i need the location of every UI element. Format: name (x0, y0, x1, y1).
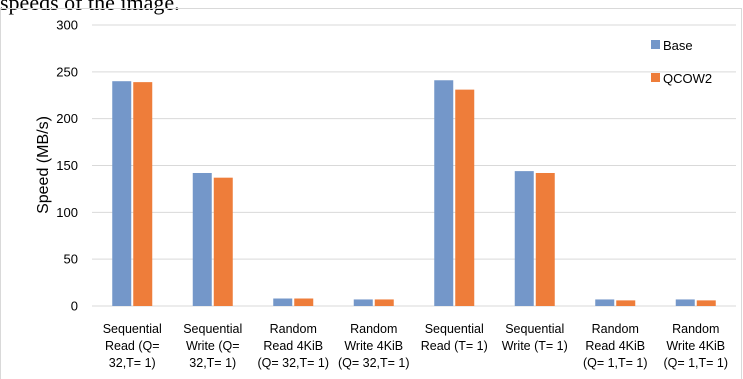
category-labels: Sequential Read (Q= 32,T= 1) Sequential Writ… (103, 322, 728, 370)
legend-label-base: Base (663, 38, 693, 53)
bar-base-6 (595, 299, 615, 306)
chart-frame (0, 8, 742, 379)
y-tick-labels: 0 50 100 150 200 250 300 (56, 18, 78, 314)
y-tick-label: 250 (56, 64, 78, 79)
gridlines (92, 24, 736, 307)
bar-base-1 (192, 172, 212, 306)
bar-qcow2-3 (374, 299, 394, 306)
bar-qcow2-6 (616, 300, 636, 306)
bar-base-7 (675, 299, 695, 306)
y-tick-label: 300 (56, 18, 78, 33)
category-label: Sequential Write (Q= 32,T= 1) (183, 322, 242, 370)
y-tick-label: 0 (71, 299, 78, 314)
category-label: Random Read 4KiB (Q= 1,T= 1) (583, 322, 648, 370)
category-label: Random Read 4KiB (Q= 32,T= 1) (257, 322, 329, 370)
bar-qcow2-2 (294, 298, 314, 306)
y-tick-label: 100 (56, 205, 78, 220)
header-text: speeds of the image. (0, 0, 180, 15)
bar-base-3 (353, 299, 373, 306)
bars (112, 80, 716, 307)
category-label: Sequential Read (Q= 32,T= 1) (103, 322, 162, 370)
legend: Base QCOW2 (651, 38, 712, 86)
category-label: Random Write 4KiB (Q= 32,T= 1) (338, 322, 410, 370)
category-label: Random Write 4KiB (Q= 1,T= 1) (663, 322, 728, 370)
y-axis-label: Speed (MB/s) (35, 116, 52, 214)
bar-qcow2-0 (133, 82, 153, 307)
bar-qcow2-4 (455, 89, 475, 306)
bar-qcow2-7 (696, 300, 716, 306)
y-tick-label: 200 (56, 111, 78, 126)
bar-base-4 (434, 80, 454, 306)
bar-qcow2-5 (535, 172, 555, 306)
legend-swatch-qcow2 (651, 73, 660, 82)
legend-label-qcow2: QCOW2 (663, 71, 712, 86)
legend-swatch-base (651, 40, 660, 49)
bar-base-2 (273, 298, 293, 306)
y-tick-label: 150 (56, 158, 78, 173)
bar-base-0 (112, 81, 132, 306)
bar-base-5 (514, 171, 534, 306)
bar-qcow2-1 (213, 177, 233, 306)
category-label: Sequential Read (T= 1) (421, 322, 488, 353)
category-label: Sequential Write (T= 1) (502, 322, 568, 353)
y-tick-label: 50 (64, 252, 78, 267)
